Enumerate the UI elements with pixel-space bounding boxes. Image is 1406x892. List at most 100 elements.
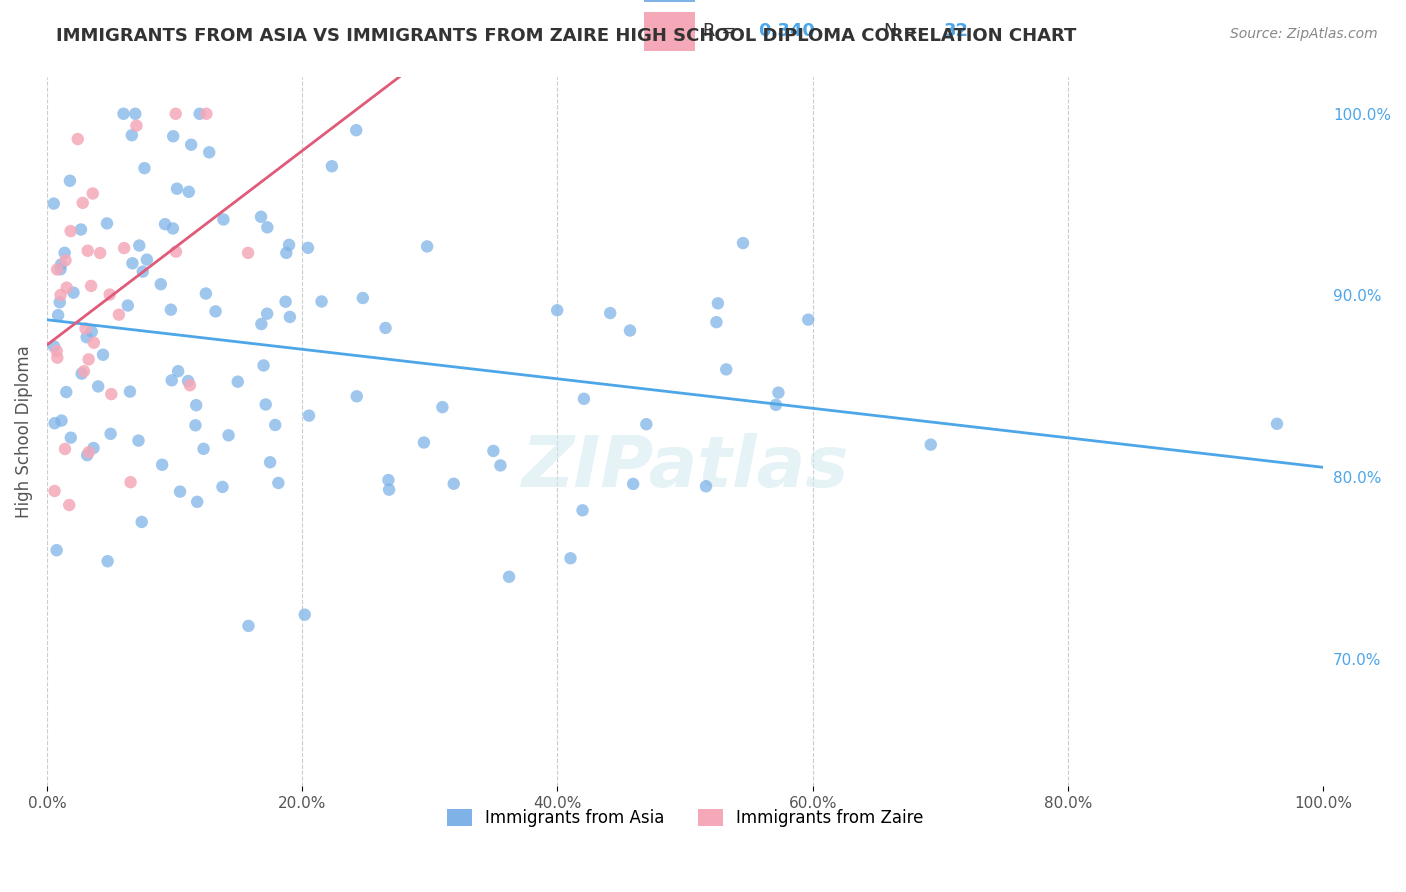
Point (49, 257, 72, 271)
FancyBboxPatch shape (644, 0, 695, 2)
Point (87, 379, 110, 393)
Point (498, 570, 520, 584)
Point (186, 398, 208, 412)
Point (188, 107, 211, 121)
Point (108, 308, 131, 322)
Point (177, 185, 200, 199)
Point (53, 245, 76, 260)
Point (198, 145, 221, 160)
Point (267, 475, 290, 490)
Point (238, 619, 260, 633)
Point (256, 307, 278, 321)
Point (112, 241, 135, 255)
Point (73, 364, 96, 378)
Point (76, 244, 98, 258)
Point (920, 437, 942, 451)
Point (124, 107, 146, 121)
Point (70, 222, 93, 236)
Point (160, 302, 183, 317)
Point (46, 351, 69, 365)
Point (46, 262, 69, 277)
Text: N =: N = (884, 22, 924, 40)
Point (259, 455, 281, 469)
Point (599, 306, 621, 320)
Text: Source: ZipAtlas.com: Source: ZipAtlas.com (1230, 27, 1378, 41)
Text: IMMIGRANTS FROM ASIA VS IMMIGRANTS FROM ZAIRE HIGH SCHOOL DIPLOMA CORRELATION CH: IMMIGRANTS FROM ASIA VS IMMIGRANTS FROM … (56, 27, 1077, 45)
Point (66, 132, 89, 146)
Point (416, 239, 439, 253)
Point (621, 476, 644, 491)
Point (169, 484, 191, 499)
Point (571, 503, 593, 517)
Point (195, 107, 218, 121)
Point (98, 287, 121, 301)
Point (167, 364, 190, 378)
Point (89, 246, 111, 260)
Point (276, 246, 298, 260)
Point (165, 244, 187, 259)
Point (184, 418, 207, 433)
Point (560, 551, 582, 566)
Y-axis label: High School Diploma: High School Diploma (15, 345, 32, 518)
Point (128, 238, 150, 252)
Point (344, 123, 367, 137)
Point (91, 348, 114, 362)
Point (59, 224, 82, 238)
Point (80, 325, 103, 339)
Point (72, 195, 94, 210)
Point (132, 265, 155, 279)
Point (211, 480, 233, 494)
Point (264, 417, 287, 432)
Point (80, 279, 103, 293)
Point (482, 444, 505, 458)
Point (121, 256, 143, 270)
Point (83, 441, 105, 455)
Point (162, 129, 184, 144)
Point (59, 431, 82, 445)
Point (179, 378, 201, 392)
Point (42, 339, 65, 353)
Point (193, 442, 215, 456)
Text: 32: 32 (943, 22, 969, 40)
Point (100, 387, 122, 401)
Point (117, 299, 139, 313)
Point (321, 159, 343, 173)
Point (76, 448, 98, 462)
Point (160, 373, 183, 387)
Point (252, 359, 274, 373)
Point (352, 291, 374, 305)
Point (716, 362, 738, 376)
Point (546, 303, 568, 318)
Point (75, 321, 97, 335)
Point (278, 310, 301, 324)
Point (135, 252, 157, 267)
Point (45, 343, 67, 358)
Point (149, 277, 172, 292)
Point (768, 385, 790, 400)
Point (218, 428, 240, 442)
Point (256, 220, 278, 235)
Point (166, 182, 188, 196)
Point (97, 554, 120, 568)
Point (51, 413, 73, 427)
Point (121, 128, 143, 143)
Point (274, 294, 297, 309)
Point (278, 238, 301, 252)
Point (298, 409, 321, 423)
Point (374, 321, 396, 335)
Point (83, 335, 105, 350)
Point (76, 330, 98, 344)
Point (100, 426, 122, 441)
Point (346, 389, 368, 403)
Point (707, 296, 730, 310)
Point (55, 253, 77, 268)
Point (49, 295, 72, 310)
Point (765, 398, 787, 412)
Point (49, 262, 72, 277)
Point (695, 479, 717, 493)
Point (1265, 417, 1288, 431)
Point (731, 235, 754, 250)
Point (112, 107, 135, 121)
Point (134, 161, 156, 176)
Point (311, 294, 333, 309)
